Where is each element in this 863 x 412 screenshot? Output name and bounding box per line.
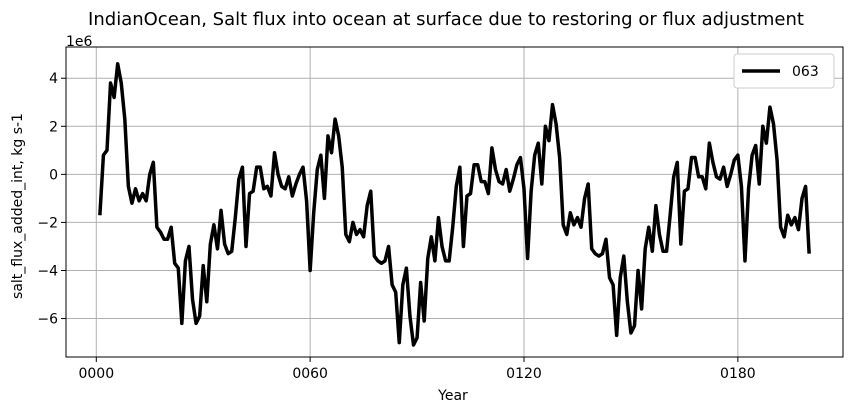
y-axis-label: salt_flux_added_int, kg s-1 <box>10 113 26 299</box>
y-tick-label: −2 <box>37 215 58 231</box>
x-tick-label: 0120 <box>506 366 542 382</box>
y-axis: −6 −4 −2 0 2 4 <box>37 71 66 328</box>
legend: 063 <box>733 53 835 89</box>
x-tick-label: 0060 <box>292 366 328 382</box>
y-tick-label: 0 <box>49 167 58 183</box>
y-tick-label: 4 <box>49 71 58 87</box>
x-tick-label: 0000 <box>78 366 114 382</box>
legend-box <box>733 53 835 89</box>
y-tick-label: −4 <box>37 263 58 279</box>
y-offset-label: 1e6 <box>66 34 93 50</box>
y-tick-label: 2 <box>49 119 58 135</box>
x-axis-label: Year <box>437 388 468 404</box>
series-line-063 <box>98 62 811 347</box>
chart-title: IndianOcean, Salt flux into ocean at sur… <box>88 9 804 30</box>
x-tick-label: 0180 <box>720 366 756 382</box>
plot-frame <box>65 46 844 358</box>
x-axis: 0000 0060 0120 0180 <box>78 357 756 382</box>
legend-label-063: 063 <box>792 64 819 80</box>
y-tick-label: −6 <box>37 312 58 328</box>
